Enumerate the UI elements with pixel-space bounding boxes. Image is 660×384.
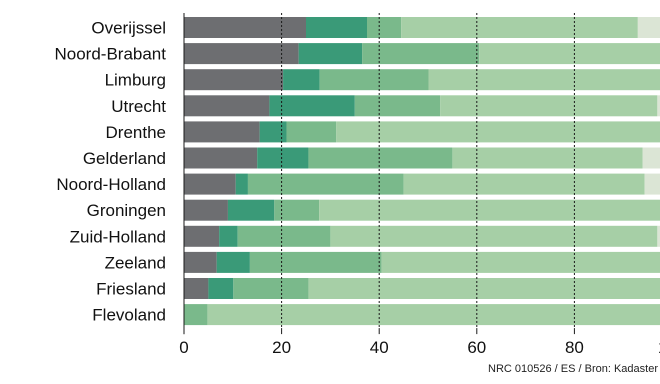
bar-noord-brabant-segment-3	[362, 43, 480, 65]
bar-zeeland-segment-3	[249, 251, 382, 273]
bar-limburg-segment-4	[428, 69, 660, 91]
bar-zeeland-segment-1	[184, 251, 217, 273]
bar-overijssel-segment-3	[367, 17, 402, 38]
bar-zeeland-segment-4	[381, 251, 660, 273]
x-tick-label-100: 100	[658, 338, 660, 357]
bar-zuid-holland-segment-5	[657, 225, 660, 247]
category-label-flevoland: Flevoland	[92, 306, 166, 325]
category-label-noord-brabant: Noord-Brabant	[54, 45, 166, 64]
x-tick-label-20: 20	[272, 338, 291, 357]
bar-noord-holland-segment-4	[403, 173, 645, 195]
bar-overijssel-segment-2	[306, 17, 367, 38]
bar-limburg-segment-3	[319, 69, 429, 91]
bar-zuid-holland-segment-4	[330, 225, 658, 247]
bars-layer	[184, 17, 660, 326]
bar-overijssel-segment-1	[184, 17, 306, 38]
bar-noord-holland-segment-5	[644, 173, 660, 195]
category-label-friesland: Friesland	[96, 280, 166, 299]
bar-gelderland-segment-5	[642, 147, 660, 169]
bar-drenthe-segment-1	[184, 121, 260, 143]
bar-flevoland-segment-3	[184, 304, 208, 326]
bar-drenthe-segment-2	[259, 121, 287, 143]
category-label-groningen: Groningen	[87, 201, 166, 220]
bar-gelderland-segment-3	[308, 147, 453, 169]
bar-noord-brabant-segment-1	[184, 43, 299, 65]
bar-noord-brabant-segment-2	[298, 43, 363, 65]
category-label-utrecht: Utrecht	[111, 97, 166, 116]
category-label-limburg: Limburg	[105, 71, 166, 90]
bar-drenthe-segment-4	[336, 121, 660, 143]
bar-friesland-segment-3	[233, 278, 309, 299]
bar-drenthe-segment-3	[286, 121, 337, 143]
bar-utrecht-segment-5	[657, 95, 660, 117]
category-label-zuid-holland: Zuid-Holland	[70, 227, 166, 246]
x-tick-label-60: 60	[467, 338, 486, 357]
bar-groningen-segment-4	[319, 199, 660, 221]
bar-friesland-segment-2	[208, 278, 234, 299]
bar-zeeland-segment-2	[216, 251, 250, 273]
gridlines-layer	[183, 13, 575, 335]
bar-gelderland-segment-4	[452, 147, 643, 169]
bar-friesland-segment-1	[184, 278, 209, 299]
bar-utrecht-segment-2	[269, 95, 355, 117]
category-label-gelderland: Gelderland	[83, 149, 166, 168]
bar-noord-holland-segment-1	[184, 173, 236, 195]
bar-friesland-segment-4	[308, 278, 660, 299]
x-tick-label-40: 40	[370, 338, 389, 357]
category-label-noord-holland: Noord-Holland	[56, 175, 166, 194]
bar-gelderland-segment-2	[257, 147, 309, 169]
bar-utrecht-segment-3	[354, 95, 441, 117]
bar-limburg-segment-2	[283, 69, 320, 91]
x-axis-ticks: 0 20 40 60 80 100	[179, 328, 660, 357]
bar-flevoland-segment-4	[207, 304, 660, 326]
category-label-drenthe: Drenthe	[106, 123, 166, 142]
bar-noord-holland-segment-2	[235, 173, 248, 195]
source-note: NRC 010526 / ES / Bron: Kadaster	[488, 363, 658, 375]
bar-overijssel-segment-5	[637, 17, 660, 38]
bar-noord-brabant-segment-4	[479, 43, 660, 65]
bar-utrecht-segment-1	[184, 95, 270, 117]
bar-groningen-segment-1	[184, 199, 228, 221]
bar-groningen-segment-2	[227, 199, 275, 221]
x-tick-label-0: 0	[179, 338, 188, 357]
bar-noord-holland-segment-3	[247, 173, 404, 195]
bar-utrecht-segment-4	[440, 95, 658, 117]
category-labels: Overijssel Noord-Brabant Limburg Utrecht Dre…	[54, 19, 166, 325]
bar-zuid-holland-segment-2	[219, 225, 238, 247]
bar-zuid-holland-segment-3	[237, 225, 331, 247]
bar-limburg-segment-1	[184, 69, 284, 91]
bar-gelderland-segment-1	[184, 147, 258, 169]
category-label-zeeland: Zeeland	[105, 253, 166, 272]
category-label-overijssel: Overijssel	[91, 19, 166, 38]
bar-zuid-holland-segment-1	[184, 225, 220, 247]
bar-overijssel-segment-4	[401, 17, 638, 38]
bar-groningen-segment-3	[274, 199, 320, 221]
x-tick-label-80: 80	[565, 338, 584, 357]
